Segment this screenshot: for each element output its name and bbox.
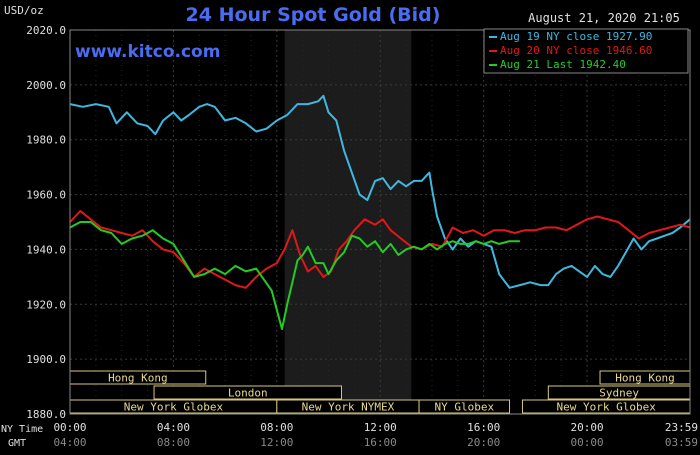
x-tick-label-gmt: 03:59 — [665, 436, 698, 449]
session-box: London — [153, 385, 342, 400]
x-tick-label-gmt: 04:00 — [53, 436, 86, 449]
session-rect — [418, 399, 511, 414]
ny-time-caption: NY Time — [1, 424, 43, 435]
session-box: Hong Kong — [599, 370, 691, 385]
x-tick-label-gmt: 20:00 — [467, 436, 500, 449]
session-box: NY Globex — [418, 399, 511, 414]
y-tick-label: 1880.0 — [26, 408, 66, 421]
gmt-caption: GMT — [8, 438, 26, 449]
session-box: Hong Kong — [69, 370, 207, 385]
x-tick-label-ny: 00:00 — [53, 421, 86, 434]
x-tick-label-ny: 23:59 — [665, 421, 698, 434]
y-tick-label: 1900.0 — [26, 353, 66, 366]
legend-box — [483, 28, 689, 74]
x-tick-label-gmt: 00:00 — [571, 436, 604, 449]
session-label: Hong Kong — [615, 372, 675, 385]
session-box: New York Globex — [521, 399, 691, 414]
chart-title: 24 Hour Spot Gold (Bid) — [186, 4, 441, 26]
y-tick-label: 1940.0 — [26, 243, 66, 256]
y-tick-label: 1920.0 — [26, 298, 66, 311]
session-rect — [153, 385, 342, 400]
legend-item-aug21: Aug 21 Last 1942.40 — [489, 58, 626, 71]
x-tick-label-ny: 04:00 — [157, 421, 190, 434]
session-label: Hong Kong — [108, 372, 168, 385]
session-label: London — [228, 387, 268, 400]
plot-frame — [69, 29, 691, 415]
y-tick-label: 1960.0 — [26, 189, 66, 202]
session-label: NY Globex — [434, 401, 494, 414]
x-tick-label-ny: 12:00 — [364, 421, 397, 434]
series-line — [69, 210, 691, 289]
y-tick-label: 2020.0 — [26, 24, 66, 37]
session-box: New York Globex — [69, 399, 278, 414]
series-lines — [69, 94, 691, 330]
x-tick-label-gmt: 12:00 — [260, 436, 293, 449]
x-tick-labels: 00:00 04:00 04:00 08:00 08:00 12:00 12:00 16:00… — [53, 421, 698, 449]
session-box: Sydney — [547, 385, 691, 400]
session-box: New York NYMEX — [276, 399, 420, 414]
x-tick-label-ny: 20:00 — [571, 421, 604, 434]
market-sessions: Hong Kong London New York Globex New York N… — [69, 370, 691, 414]
session-label: New York Globex — [124, 401, 224, 414]
x-tick-label-gmt: 08:00 — [157, 436, 190, 449]
x-tick-label-ny: 08:00 — [260, 421, 293, 434]
watermark: www.kitco.com — [75, 42, 220, 62]
series-line — [69, 221, 520, 330]
nymex-shaded-band — [284, 30, 412, 414]
legend: Aug 19 NY close 1927.90 Aug 20 NY close … — [483, 28, 689, 74]
y-tick-label: 2000.0 — [26, 79, 66, 92]
datetime-label: August 21, 2020 21:05 — [528, 11, 680, 25]
session-label: Sydney — [599, 387, 639, 400]
legend-item-aug19: Aug 19 NY close 1927.90 — [489, 30, 652, 43]
legend-label: Aug 20 NY close 1946.60 — [500, 44, 652, 57]
legend-label: Aug 21 Last 1942.40 — [500, 58, 626, 71]
legend-label: Aug 19 NY close 1927.90 — [500, 30, 652, 43]
session-label: New York NYMEX — [302, 401, 395, 414]
session-label: New York Globex — [557, 401, 657, 414]
y-tick-labels: 2020.0 2000.0 1980.0 1960.0 1940.0 1920.0 1900… — [26, 24, 66, 421]
x-tick-label-gmt: 16:00 — [364, 436, 397, 449]
series-line — [69, 94, 691, 289]
x-tick-label-ny: 16:00 — [467, 421, 500, 434]
y-tick-label: 1980.0 — [26, 134, 66, 147]
unit-label: USD/oz — [4, 4, 44, 17]
legend-item-aug20: Aug 20 NY close 1946.60 — [489, 44, 652, 57]
